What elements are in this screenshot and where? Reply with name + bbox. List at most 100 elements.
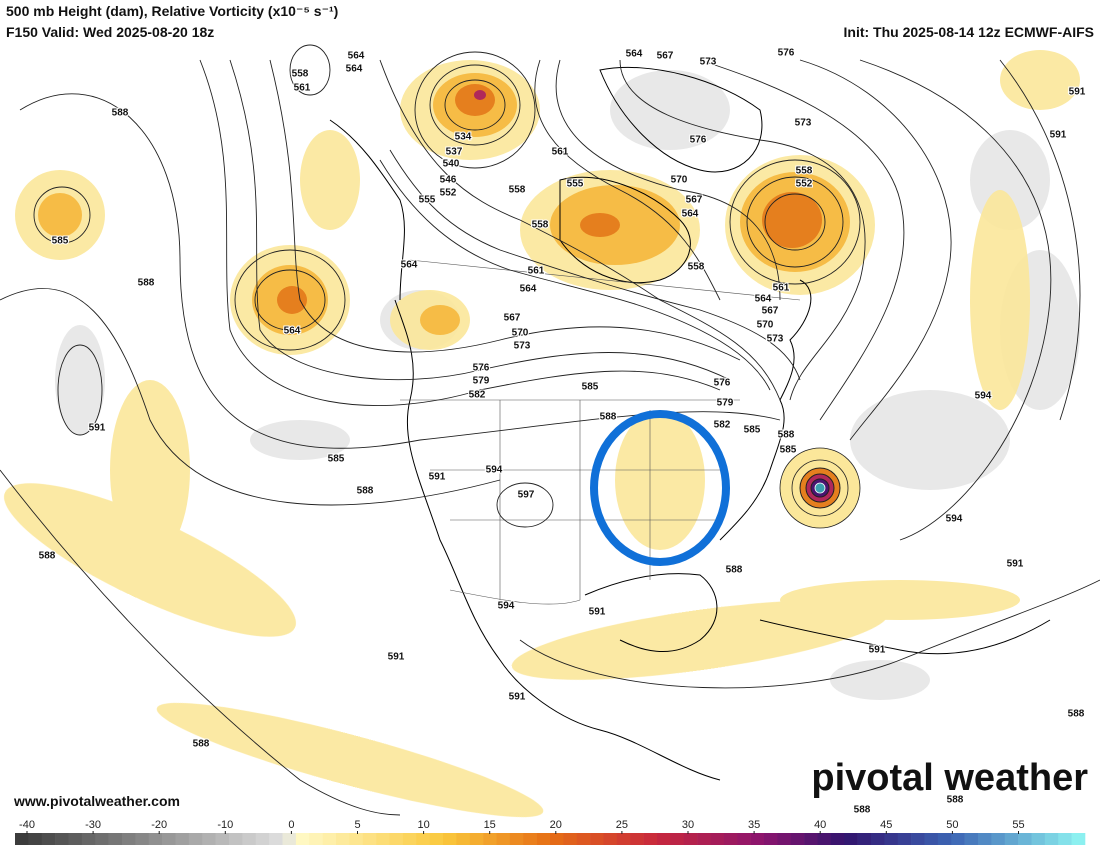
contour-label: 564 [346,64,363,75]
colorbar-cell [1071,833,1086,845]
contour-label: 564 [682,209,699,220]
colorbar-tick-label: -20 [151,819,167,831]
colorbar-cell [188,833,203,845]
highlight-circle [590,410,730,566]
colorbar-cell [55,833,69,845]
colorbar-cell [723,833,738,845]
colorbar-cell [790,833,805,845]
colorbar-cell [523,833,537,845]
contour-label: 564 [348,51,365,62]
contour-label: 588 [193,739,210,750]
contour-label: 588 [778,430,795,441]
colorbar-cell [68,833,83,845]
colorbar-tick-label: 5 [354,819,360,831]
colorbar-cell [737,833,751,845]
contour-label: 597 [518,490,535,501]
contour-label: 567 [762,306,779,317]
colorbar-cell [643,833,658,845]
coastlines [329,66,1051,781]
colorbar-cell [911,833,925,845]
contour-label: 561 [294,83,311,94]
contour-label: 588 [1068,709,1085,720]
colorbar-cell [389,833,404,845]
colorbar-tick-label: 10 [417,819,429,831]
contour-label: 594 [946,514,963,525]
colorbar-tick-label: 0 [288,819,294,831]
contour-label: 588 [726,565,743,576]
contour-label: 573 [700,57,717,68]
contour-label: 591 [1050,130,1067,141]
colorbar-cell [764,833,778,845]
colorbar-cell [697,833,711,845]
colorbar-cell [991,833,1006,845]
colorbar-tick-label: 35 [748,819,760,831]
colorbar-cell [590,833,604,845]
colorbar-cell [429,833,444,845]
colorbar-cell [683,833,698,845]
colorbar-cell [108,833,123,845]
contour-label: 591 [388,652,405,663]
colorbar-cell [175,833,190,845]
contour-label: 552 [796,179,813,190]
colorbar-tick-label: 55 [1012,819,1024,831]
colorbar-cell [81,833,96,845]
colorbar-cell [282,833,297,845]
colorbar-tick-label: 20 [550,819,562,831]
colorbar-cell [576,833,591,845]
colorbar-cell [937,833,952,845]
contour-label: 564 [520,284,537,295]
contour-label: 570 [512,328,529,339]
colorbar-cell [1031,833,1046,845]
colorbar-cell [630,833,644,845]
colorbar-cell [670,833,685,845]
colorbar-tick-label: -40 [19,819,35,831]
contour-label: 582 [714,420,731,431]
contour-label: 576 [714,378,731,389]
borders [400,259,801,605]
contour-label: 567 [657,51,674,62]
colorbar-cell [122,833,136,845]
contour-label: 567 [504,313,521,324]
contour-label: 591 [509,692,526,703]
colorbar-cell [336,833,350,845]
init-time: Init: Thu 2025-08-14 12z ECMWF-AIFS [844,24,1094,40]
contour-label: 594 [498,601,515,612]
colorbar-cell [978,833,992,845]
colorbar-cell [28,833,43,845]
contour-label: 576 [473,363,490,374]
contour-label: 588 [357,486,374,497]
colorbar-tick-label: 30 [682,819,694,831]
colorbar-tick-label: 25 [616,819,628,831]
colorbar-cell [349,833,364,845]
colorbar-cell [456,833,471,845]
colorbar-cell [295,833,310,845]
contour-label: 564 [284,326,301,337]
contour-label: 558 [292,69,309,80]
colorbar-cell [483,833,497,845]
colorbar-cell [563,833,578,845]
colorbar-cell [951,833,965,845]
contour-label: 558 [796,166,813,177]
colorbar-cell [1018,833,1032,845]
colorbar-tick-label: 40 [814,819,826,831]
contour-label: 594 [975,391,992,402]
watermark: pivotal weather [811,757,1088,799]
contour-label: 591 [589,607,606,618]
contour-label: 576 [778,48,795,59]
contour-label: 585 [744,425,761,436]
contour-label: 588 [39,551,56,562]
colorbar-cell [41,833,56,845]
colorbar-cell [269,833,283,845]
colorbar-cell [416,833,430,845]
colorbar-cell [964,833,979,845]
colorbar-cell [95,833,109,845]
contour-label: 591 [869,645,886,656]
contour-label: 534 [455,132,472,143]
colorbar-cell [924,833,939,845]
colorbar-cell [255,833,270,845]
colorbar-cell [871,833,885,845]
colorbar-cell [309,833,323,845]
colorbar-tick-label: -30 [85,819,101,831]
colorbar-cell [777,833,792,845]
